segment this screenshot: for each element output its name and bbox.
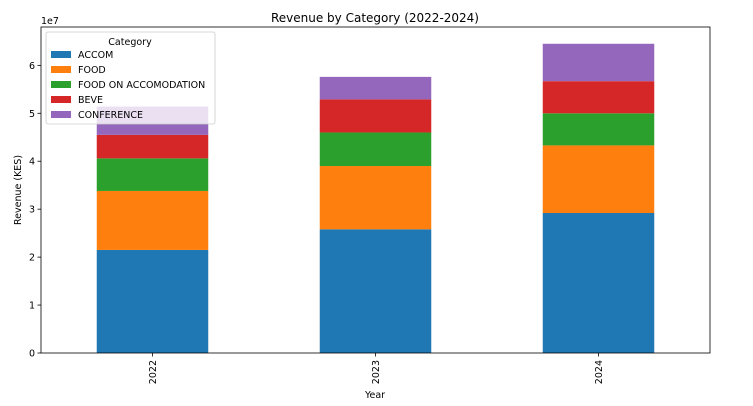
x-tick-label: 2023 (371, 360, 382, 384)
y-tick-label: 0 (29, 349, 35, 360)
bar-2024-series-2 (542, 113, 655, 146)
legend-label: FOOD (78, 65, 106, 76)
x-tick-label: 2022 (148, 360, 159, 384)
chart-title: Revenue by Category (2022-2024) (271, 11, 479, 25)
bar-2022-series-1 (96, 190, 209, 250)
y-axis-label: Revenue (KES) (13, 155, 24, 225)
bar-2024-series-1 (542, 145, 655, 214)
x-axis-label: Year (364, 390, 385, 401)
bar-2024-series-0 (542, 213, 655, 353)
bar-2024-series-4 (542, 43, 655, 82)
legend-swatch (51, 96, 71, 103)
bar-2023-series-2 (319, 132, 432, 167)
legend-label: BEVE (78, 95, 103, 106)
legend-label: CONFERENCE (78, 110, 143, 121)
legend-swatch (51, 111, 71, 118)
y-tick-label: 5 (29, 109, 35, 120)
bar-2023-series-0 (319, 229, 432, 353)
y-tick-label: 6 (29, 61, 35, 72)
legend-items: ACCOM FOOD FOOD ON ACCOMODATION BEVE CONFERE… (51, 50, 205, 121)
y-axis-multiplier-text: 1e7 (41, 16, 59, 27)
legend-swatch (51, 66, 71, 73)
bar-2023-series-1 (319, 166, 432, 230)
y-tick-label: 3 (29, 205, 35, 216)
bar-2024-series-3 (542, 81, 655, 114)
bar-2022-series-0 (96, 249, 209, 353)
x-tick-label: 2024 (594, 360, 605, 384)
bar-2022-series-3 (96, 134, 209, 159)
y-axis-multiplier: 1e7 (41, 16, 59, 27)
bar-2023-series-4 (319, 76, 432, 100)
y-ticks: 0 1 2 3 4 5 6 (29, 61, 41, 360)
y-tick-label: 1 (29, 301, 35, 312)
legend-label: FOOD ON ACCOMODATION (78, 80, 205, 91)
legend-box (45, 31, 216, 125)
legend-label: ACCOM (78, 50, 113, 61)
legend-swatch (51, 81, 71, 88)
bar-2022-series-2 (96, 158, 209, 191)
bar-2023-series-3 (319, 99, 432, 133)
legend-title: Category (108, 37, 152, 48)
legend: Category ACCOM FOOD FOOD ON ACCOMODATION BE… (45, 31, 216, 125)
legend-swatch (51, 51, 71, 58)
x-ticks: 2022 2023 2024 (148, 353, 605, 384)
y-tick-label: 2 (29, 253, 35, 264)
y-tick-label: 4 (29, 157, 35, 168)
